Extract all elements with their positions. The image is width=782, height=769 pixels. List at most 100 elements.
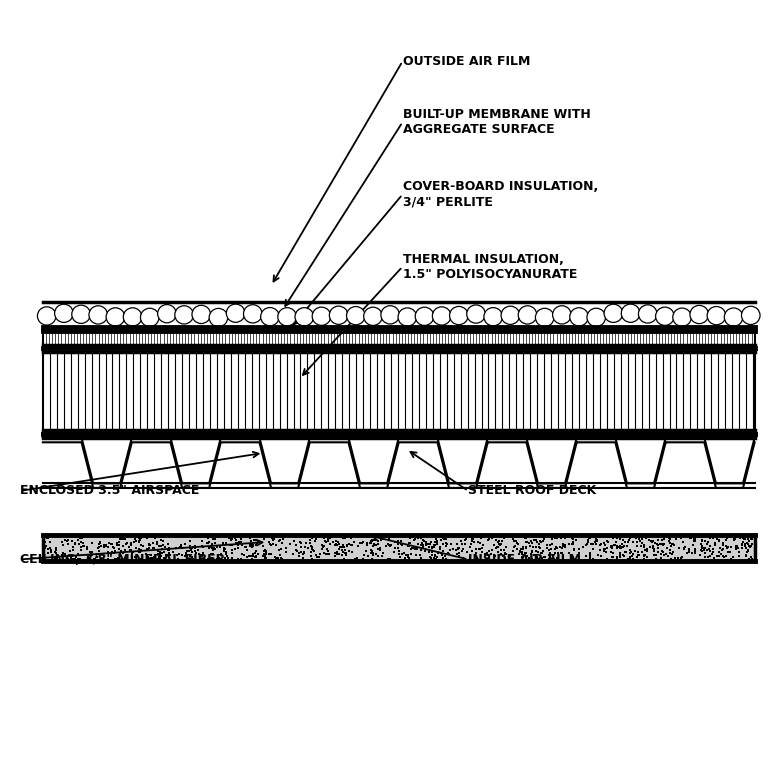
- Point: [521, 550, 533, 562]
- Circle shape: [329, 306, 348, 325]
- Point: [410, 531, 422, 543]
- Point: [623, 551, 636, 563]
- Point: [418, 534, 430, 547]
- Point: [645, 535, 658, 548]
- Point: [374, 541, 386, 554]
- Point: [246, 539, 259, 551]
- Point: [393, 548, 405, 560]
- Point: [95, 554, 107, 566]
- Point: [626, 552, 639, 564]
- Point: [113, 535, 125, 548]
- Point: [465, 545, 478, 558]
- Point: [377, 547, 389, 559]
- Point: [132, 531, 145, 544]
- Point: [48, 546, 61, 558]
- Point: [550, 541, 562, 554]
- Point: [422, 541, 435, 553]
- Point: [151, 535, 163, 548]
- Point: [617, 534, 630, 546]
- Point: [388, 545, 400, 558]
- Point: [270, 553, 282, 565]
- Point: [298, 547, 310, 559]
- Point: [606, 554, 619, 566]
- Point: [296, 546, 308, 558]
- Point: [647, 534, 659, 547]
- Point: [148, 531, 160, 543]
- Point: [184, 541, 196, 554]
- Point: [119, 533, 131, 545]
- Circle shape: [72, 305, 91, 324]
- Point: [119, 544, 131, 557]
- Circle shape: [158, 305, 176, 323]
- Point: [102, 541, 115, 554]
- Point: [220, 546, 232, 558]
- Point: [217, 537, 230, 549]
- Point: [106, 541, 119, 553]
- Point: [260, 552, 272, 564]
- Point: [734, 531, 747, 544]
- Point: [330, 546, 343, 558]
- Point: [175, 540, 188, 552]
- Point: [634, 541, 647, 553]
- Point: [146, 542, 159, 554]
- Circle shape: [724, 308, 743, 326]
- Point: [406, 541, 418, 554]
- Point: [618, 531, 630, 543]
- Point: [554, 547, 567, 559]
- Point: [332, 538, 345, 550]
- Point: [338, 531, 350, 544]
- Point: [656, 538, 669, 551]
- Point: [736, 541, 748, 554]
- Point: [705, 544, 717, 557]
- Point: [488, 538, 500, 551]
- Point: [394, 551, 407, 563]
- Circle shape: [415, 307, 434, 325]
- Point: [336, 538, 349, 551]
- Point: [598, 543, 611, 555]
- Point: [418, 554, 430, 566]
- Point: [455, 544, 468, 557]
- Point: [687, 539, 699, 551]
- Point: [594, 538, 607, 551]
- Point: [499, 548, 511, 561]
- Point: [75, 544, 88, 556]
- Point: [426, 546, 439, 558]
- Point: [606, 542, 619, 554]
- Point: [318, 539, 331, 551]
- Point: [511, 537, 523, 549]
- Point: [84, 545, 96, 558]
- Point: [404, 537, 417, 549]
- Point: [594, 550, 607, 562]
- Point: [491, 541, 504, 553]
- Point: [209, 532, 221, 544]
- Point: [141, 542, 153, 554]
- Point: [629, 531, 641, 544]
- Point: [590, 534, 603, 547]
- Point: [159, 541, 171, 554]
- Point: [640, 531, 652, 544]
- Point: [566, 537, 579, 549]
- Point: [516, 548, 529, 561]
- Point: [633, 531, 645, 543]
- Point: [209, 537, 221, 549]
- Point: [683, 546, 695, 558]
- Point: [304, 540, 317, 552]
- Point: [249, 546, 261, 558]
- Point: [333, 543, 346, 555]
- Point: [357, 531, 370, 544]
- Point: [663, 537, 676, 549]
- Point: [739, 549, 752, 561]
- Point: [655, 544, 668, 557]
- Point: [180, 548, 192, 561]
- Point: [386, 538, 398, 551]
- Point: [608, 539, 620, 551]
- Point: [637, 539, 650, 551]
- Point: [679, 541, 691, 554]
- Point: [335, 548, 348, 561]
- Point: [632, 546, 644, 558]
- Point: [636, 538, 648, 550]
- Point: [296, 537, 308, 549]
- Point: [306, 542, 318, 554]
- Point: [667, 538, 680, 550]
- Point: [402, 551, 414, 563]
